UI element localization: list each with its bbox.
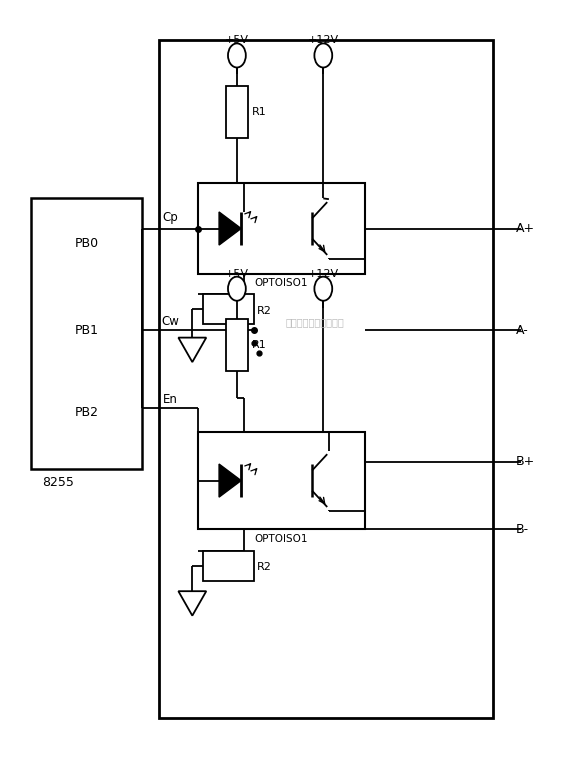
Bar (159, 40, 493, 718)
Text: +5V: +5V (225, 36, 249, 45)
Circle shape (314, 277, 332, 301)
Text: R1: R1 (252, 340, 266, 350)
Polygon shape (178, 591, 206, 615)
Polygon shape (219, 464, 241, 497)
Bar (198, 183, 365, 274)
Text: PB0: PB0 (74, 237, 99, 250)
Text: A-: A- (516, 324, 529, 337)
Text: R1: R1 (252, 107, 266, 117)
Text: +5V: +5V (225, 268, 249, 279)
Text: Cw: Cw (161, 315, 179, 327)
Bar (226, 86, 248, 138)
Text: +12V: +12V (308, 268, 339, 279)
Polygon shape (219, 212, 241, 245)
Bar (203, 550, 253, 581)
Text: PB2: PB2 (74, 406, 99, 419)
Bar (226, 319, 248, 371)
Text: R2: R2 (257, 562, 272, 572)
Text: A+: A+ (516, 222, 535, 235)
Text: OPTOISO1: OPTOISO1 (254, 534, 309, 543)
Text: 8255: 8255 (43, 476, 74, 490)
Text: B+: B+ (516, 456, 535, 468)
Bar (198, 431, 365, 530)
Text: Cp: Cp (162, 211, 178, 224)
Circle shape (228, 43, 246, 67)
Text: OPTOISO1: OPTOISO1 (254, 277, 309, 288)
Circle shape (314, 43, 332, 67)
Text: En: En (163, 393, 177, 406)
Circle shape (228, 277, 246, 301)
Text: PB1: PB1 (74, 324, 99, 337)
Polygon shape (178, 337, 206, 362)
Bar (203, 294, 253, 324)
Text: B-: B- (516, 523, 529, 536)
Text: 杭州将睿科技有限公司: 杭州将睿科技有限公司 (285, 317, 345, 327)
Text: +12V: +12V (308, 36, 339, 45)
Bar (30, 199, 142, 469)
Text: R2: R2 (257, 306, 272, 316)
